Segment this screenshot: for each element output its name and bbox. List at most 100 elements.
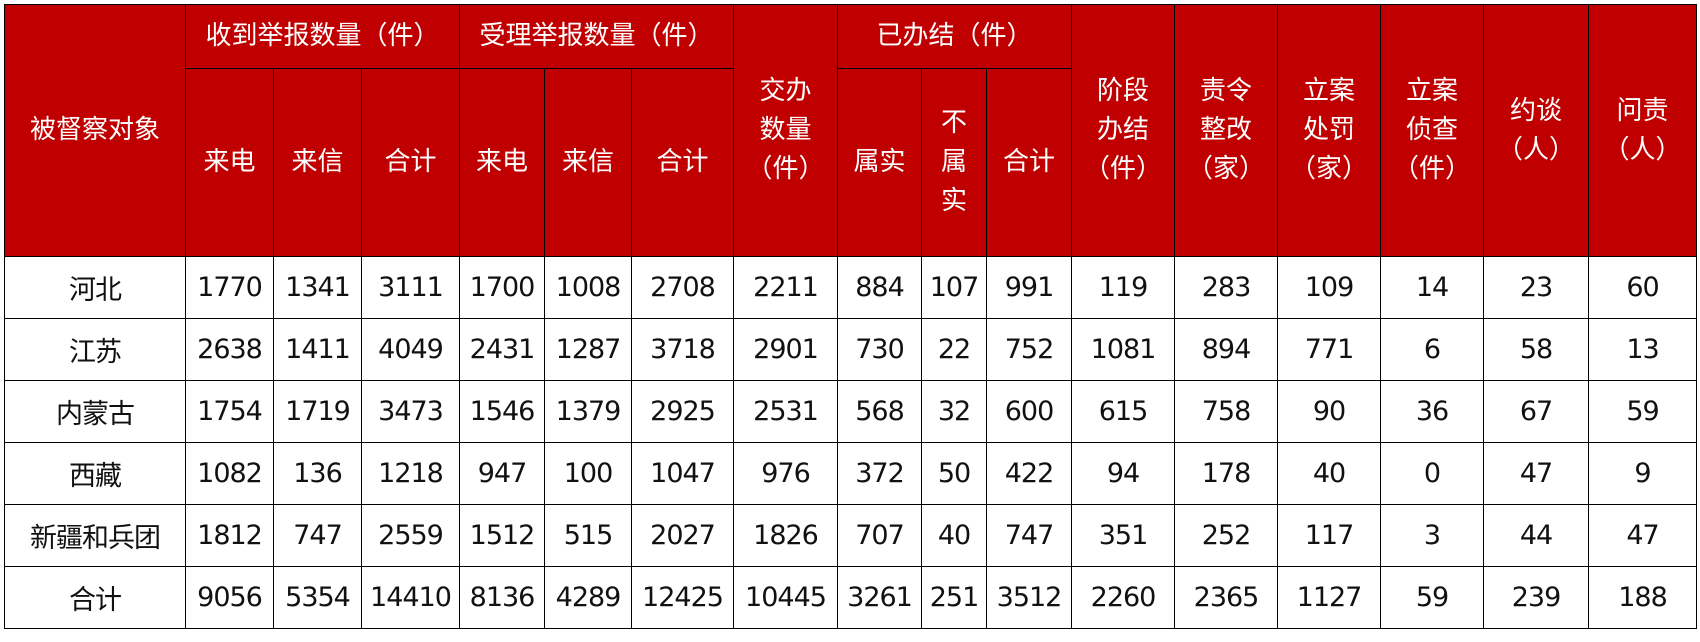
table-cell: 40	[1277, 442, 1381, 505]
table-row: 西藏 1082 136 1218 947 100 1047 976 372 50 422 94 178 4…	[4, 442, 1697, 505]
table-cell: 947	[459, 442, 545, 505]
table-cell: 2260	[1071, 566, 1175, 629]
header-accepted-total: 合计	[631, 68, 734, 257]
table-cell: 9056	[185, 566, 274, 629]
row-label: 内蒙古	[4, 380, 186, 443]
header-stage: 阶段 办结 （件）	[1071, 4, 1175, 257]
header-accepted: 受理举报数量（件）	[459, 4, 734, 69]
table-cell: 283	[1174, 256, 1278, 319]
table-cell: 59	[1588, 380, 1697, 443]
table-cell: 10445	[733, 566, 838, 629]
row-label: 河北	[4, 256, 186, 319]
table-cell: 2211	[733, 256, 838, 319]
table-cell: 1287	[544, 318, 632, 381]
table-cell: 8136	[459, 566, 545, 629]
header-concluded: 已办结（件）	[837, 4, 1072, 69]
table-cell: 6	[1380, 318, 1484, 381]
table-cell: 615	[1071, 380, 1175, 443]
table-cell: 515	[544, 504, 632, 567]
table-cell: 1812	[185, 504, 274, 567]
table-cell: 251	[921, 566, 987, 629]
table-cell: 1754	[185, 380, 274, 443]
header-rectify: 责令 整改 （家）	[1174, 4, 1278, 257]
table-cell: 1719	[273, 380, 362, 443]
table-cell: 136	[273, 442, 362, 505]
table-cell: 14	[1380, 256, 1484, 319]
table-cell: 59	[1380, 566, 1484, 629]
header-accepted-letter: 来信	[544, 68, 632, 257]
table-cell: 47	[1588, 504, 1697, 567]
table-cell: 1008	[544, 256, 632, 319]
header-subject: 被督察对象	[4, 4, 186, 257]
table-cell: 1546	[459, 380, 545, 443]
table-cell: 730	[837, 318, 922, 381]
table-cell: 747	[273, 504, 362, 567]
header-assigned: 交办 数量 （件）	[733, 4, 838, 257]
table-cell: 1379	[544, 380, 632, 443]
table-cell: 2925	[631, 380, 734, 443]
table-cell: 3261	[837, 566, 922, 629]
header-received-phone: 来电	[185, 68, 274, 257]
header-received-letter: 来信	[273, 68, 362, 257]
header-concluded-not-true: 不属实	[921, 68, 987, 257]
table-row: 河北 1770 1341 3111 1700 1008 2708 2211 884 107 991 1…	[4, 256, 1697, 319]
table-cell: 107	[921, 256, 987, 319]
header-penalty: 立案 处罚 （家）	[1277, 4, 1381, 257]
table-cell: 94	[1071, 442, 1175, 505]
table-cell: 90	[1277, 380, 1381, 443]
table-cell: 47	[1483, 442, 1589, 505]
table-cell: 58	[1483, 318, 1589, 381]
row-label: 新疆和兵团	[4, 504, 186, 567]
table-cell: 1081	[1071, 318, 1175, 381]
table-row: 江苏 2638 1411 4049 2431 1287 3718 2901 730 22 752 10…	[4, 318, 1697, 381]
table-cell: 100	[544, 442, 632, 505]
table-cell: 119	[1071, 256, 1175, 319]
table-cell: 1700	[459, 256, 545, 319]
table-cell: 1218	[361, 442, 460, 505]
table-row: 合计 9056 5354 14410 8136 4289 12425 10445 3261 251…	[4, 566, 1697, 629]
table-cell: 9	[1588, 442, 1697, 505]
table-cell: 372	[837, 442, 922, 505]
table-cell: 707	[837, 504, 922, 567]
header-received-total: 合计	[361, 68, 460, 257]
table-cell: 67	[1483, 380, 1589, 443]
table-cell: 3512	[986, 566, 1072, 629]
row-label: 合计	[4, 566, 186, 629]
table-cell: 3718	[631, 318, 734, 381]
table-cell: 1341	[273, 256, 362, 319]
table-cell: 188	[1588, 566, 1697, 629]
table-cell: 758	[1174, 380, 1278, 443]
table-cell: 40	[921, 504, 987, 567]
table-cell: 22	[921, 318, 987, 381]
table-cell: 14410	[361, 566, 460, 629]
table-row: 新疆和兵团 1812 747 2559 1512 515 2027 1826 707 40 747 3…	[4, 504, 1697, 567]
table-cell: 23	[1483, 256, 1589, 319]
table-cell: 2559	[361, 504, 460, 567]
table-cell: 991	[986, 256, 1072, 319]
table-cell: 5354	[273, 566, 362, 629]
table-cell: 12425	[631, 566, 734, 629]
table-cell: 1826	[733, 504, 838, 567]
header-investigate: 立案 侦查 （件）	[1380, 4, 1484, 257]
table-cell: 422	[986, 442, 1072, 505]
table-cell: 252	[1174, 504, 1278, 567]
table-cell: 178	[1174, 442, 1278, 505]
table-cell: 239	[1483, 566, 1589, 629]
header-received: 收到举报数量（件）	[185, 4, 460, 69]
table-cell: 13	[1588, 318, 1697, 381]
supervision-report-table: 被督察对象 收到举报数量（件） 受理举报数量（件） 交办 数量 （件） 已办结（件）…	[4, 4, 1697, 629]
table-cell: 3111	[361, 256, 460, 319]
table-cell: 1512	[459, 504, 545, 567]
table-cell: 2708	[631, 256, 734, 319]
table-cell: 600	[986, 380, 1072, 443]
table-cell: 351	[1071, 504, 1175, 567]
table-cell: 2638	[185, 318, 274, 381]
table-cell: 117	[1277, 504, 1381, 567]
table-cell: 752	[986, 318, 1072, 381]
table-cell: 4049	[361, 318, 460, 381]
table-cell: 1411	[273, 318, 362, 381]
header-concluded-total: 合计	[986, 68, 1072, 257]
table-cell: 36	[1380, 380, 1484, 443]
table-cell: 1082	[185, 442, 274, 505]
header-concluded-true: 属实	[837, 68, 922, 257]
